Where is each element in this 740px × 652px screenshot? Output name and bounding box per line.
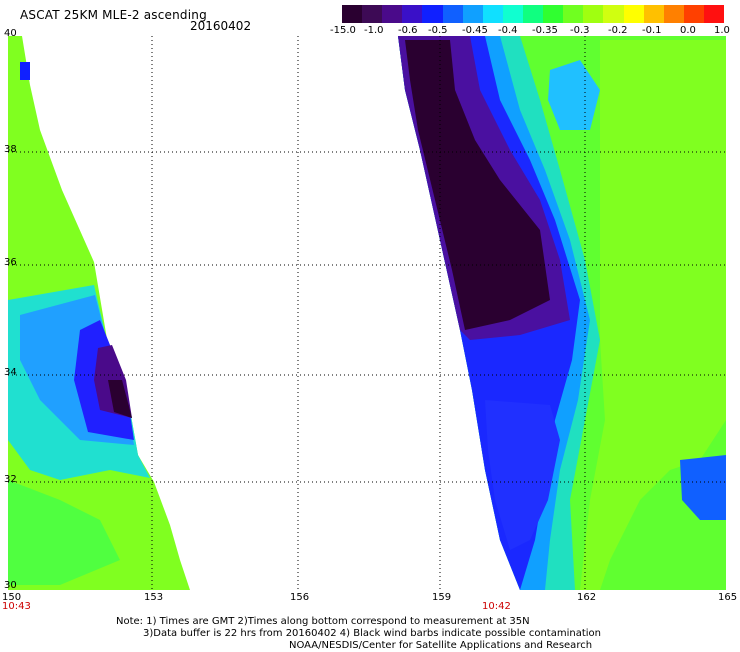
- colorbar-label: -0.2: [608, 25, 628, 36]
- right-swath-north-blue-patch: [548, 60, 600, 130]
- colorbar-label: 0.0: [680, 25, 696, 36]
- note-line-2: 3)Data buffer is 22 hrs from 20160402 4)…: [143, 628, 601, 639]
- right-swath-dark-purple: [405, 40, 550, 330]
- colorbar-label: -0.6: [398, 25, 418, 36]
- left-swath: [8, 36, 190, 590]
- lon-label-165: 165: [718, 592, 737, 603]
- right-swath: [398, 36, 726, 590]
- note-line-1: Note: 1) Times are GMT 2)Times along bot…: [116, 616, 530, 627]
- lon-label-162: 162: [577, 592, 596, 603]
- colorbar-swatch: [422, 5, 443, 23]
- pass-time-left: 10:43: [2, 601, 31, 612]
- right-swath-east-blue-patch: [680, 455, 726, 520]
- colorbar-swatch: [402, 5, 423, 23]
- colorbar-swatch: [663, 5, 684, 23]
- colorbar-label: 1.0: [714, 25, 730, 36]
- colorbar-label: -0.5: [428, 25, 448, 36]
- colorbar-label: -15.0: [330, 25, 356, 36]
- colorbar-swatch: [603, 5, 624, 23]
- colorbar-swatch: [623, 5, 644, 23]
- lat-label-32: 32: [4, 474, 17, 485]
- colorbar-label: -0.3: [570, 25, 590, 36]
- colorbar-label: -0.35: [532, 25, 558, 36]
- left-swath-green-patch: [8, 480, 120, 585]
- colorbar-label: -1.0: [364, 25, 384, 36]
- colorbar-swatch: [502, 5, 523, 23]
- lon-label-156: 156: [290, 592, 309, 603]
- colorbar-swatch: [382, 5, 403, 23]
- colorbar-swatch: [703, 5, 725, 23]
- note-line-3: NOAA/NESDIS/Center for Satellite Applica…: [289, 640, 593, 651]
- colorbar-label: -0.4: [498, 25, 518, 36]
- colorbar-label: -0.1: [642, 25, 662, 36]
- lat-label-40: 40: [4, 28, 17, 39]
- lat-lon-grid: [8, 36, 726, 590]
- left-swath-dark-core: [108, 380, 132, 418]
- colorbar-label: -0.45: [462, 25, 488, 36]
- left-swath-small-blue: [20, 62, 30, 80]
- lat-label-36: 36: [4, 257, 17, 268]
- lon-label-150: 150: [2, 592, 21, 603]
- colorbar-swatch: [362, 5, 383, 23]
- map-title: ASCAT 25KM MLE-2 ascending: [20, 8, 207, 22]
- colorbar-swatch: [583, 5, 604, 23]
- lon-label-159: 159: [432, 592, 451, 603]
- colorbar-swatch: [442, 5, 463, 23]
- colorbar-swatch: [462, 5, 483, 23]
- pass-time-right: 10:42: [482, 601, 511, 612]
- colorbar-swatch: [563, 5, 584, 23]
- lon-label-153: 153: [144, 592, 163, 603]
- lat-label-34: 34: [4, 367, 17, 378]
- color-scale-bar: [342, 5, 725, 23]
- colorbar-swatch: [683, 5, 704, 23]
- right-swath-lower-blue: [485, 400, 560, 550]
- lat-label-30: 30: [4, 580, 17, 591]
- right-swath-green-east: [580, 40, 726, 590]
- lat-label-38: 38: [4, 144, 17, 155]
- color-scale-labels: -15.0 -1.0 -0.6 -0.5 -0.45 -0.4 -0.35 -0…: [330, 25, 740, 39]
- map-date: 20160402: [190, 19, 252, 33]
- colorbar-swatch: [543, 5, 564, 23]
- colorbar-swatch: [522, 5, 544, 23]
- colorbar-swatch: [342, 5, 363, 23]
- colorbar-swatch: [643, 5, 664, 23]
- colorbar-swatch: [482, 5, 503, 23]
